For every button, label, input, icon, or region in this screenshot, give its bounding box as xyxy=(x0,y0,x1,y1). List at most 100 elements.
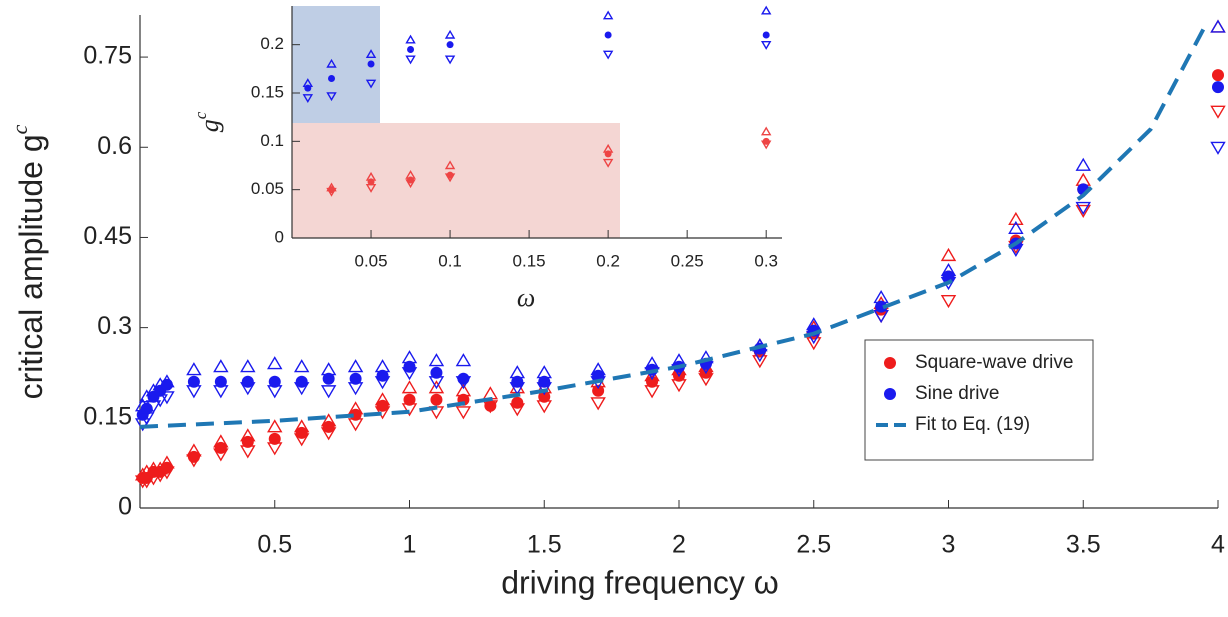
upper-triangle xyxy=(1075,157,1091,171)
legend-label: Square-wave drive xyxy=(915,352,1073,373)
point xyxy=(367,178,375,186)
point xyxy=(1212,81,1224,94)
inset-red-region xyxy=(292,123,620,238)
lower-triangle xyxy=(455,406,472,420)
upper-triangle xyxy=(267,419,283,433)
x-tick-label: 2.5 xyxy=(796,531,831,559)
upper-triangle xyxy=(455,353,472,367)
point xyxy=(241,435,254,448)
upper-triangle xyxy=(347,359,364,373)
inset-y-label-sup: c xyxy=(191,111,210,119)
x-tick-label: 0.25 xyxy=(671,251,704,270)
point xyxy=(646,375,659,388)
point xyxy=(446,41,454,49)
point xyxy=(295,375,308,388)
point xyxy=(511,396,524,409)
lower-triangle xyxy=(365,79,377,89)
x-tick-label: 0.05 xyxy=(354,251,387,270)
upper-triangle xyxy=(240,359,256,373)
point xyxy=(430,393,443,406)
inset-plot: 0 0.05 0.1 0.15 0.2 0.05 0.1 0.15 0.2 0.25 0.3 xyxy=(251,5,782,270)
x-tick-label: 0.1 xyxy=(438,251,462,270)
point xyxy=(214,441,227,454)
upper-triangle xyxy=(267,356,283,370)
upper-triangle xyxy=(1210,19,1226,33)
point xyxy=(430,366,443,379)
point xyxy=(367,60,375,68)
point xyxy=(214,375,227,388)
point xyxy=(187,375,200,388)
x-tick-label: 2 xyxy=(672,531,686,559)
point xyxy=(407,176,415,184)
x-tick-label: 1 xyxy=(403,531,417,559)
main-plot: 0 0.15 0.3 0.45 0.6 0.75 0.5 1 1.5 2 2.5 3 3.5 4 xyxy=(83,15,1226,559)
point xyxy=(403,360,416,373)
upper-triangle xyxy=(428,353,445,367)
upper-triangle xyxy=(444,29,456,39)
x-tick-label: 0.5 xyxy=(257,531,292,559)
point xyxy=(762,137,770,145)
point xyxy=(295,426,308,439)
legend: Square-wave drive Sine drive Fit to Eq. (1… xyxy=(864,339,1094,461)
upper-triangle xyxy=(1008,220,1024,235)
point xyxy=(349,408,362,421)
lower-triangle xyxy=(602,50,614,60)
point xyxy=(446,171,454,179)
upper-triangle xyxy=(760,5,772,15)
upper-triangle xyxy=(428,380,445,394)
x-tick-label: 3 xyxy=(942,531,956,559)
upper-triangle xyxy=(186,362,202,376)
point xyxy=(268,432,281,445)
y-axis-label: critical amplitude gc xyxy=(7,124,49,399)
x-tick-label: 3.5 xyxy=(1066,531,1101,559)
point xyxy=(511,375,524,388)
point xyxy=(875,300,888,313)
lower-triangle xyxy=(405,55,416,65)
point xyxy=(592,384,605,397)
y-tick-label: 0 xyxy=(275,227,284,246)
lower-triangle xyxy=(940,295,957,309)
upper-triangle xyxy=(760,126,772,136)
y-axis-label-text: critical amplitude g xyxy=(13,134,49,399)
fit-line xyxy=(139,26,1207,429)
point xyxy=(322,372,335,385)
lower-triangle xyxy=(1210,141,1226,155)
point xyxy=(407,46,415,53)
legend-box xyxy=(864,339,1094,461)
y-tick-label: 0.15 xyxy=(83,402,132,430)
x-tick-label: 4 xyxy=(1211,531,1225,559)
lower-triangle xyxy=(1075,201,1091,215)
legend-swatch xyxy=(884,357,896,369)
y-axis-label-sup: c xyxy=(7,124,32,134)
point xyxy=(349,372,362,385)
upper-triangle xyxy=(444,160,456,170)
point xyxy=(1212,69,1224,82)
x-tick-label: 1.5 xyxy=(527,531,562,559)
upper-triangle xyxy=(401,380,418,394)
upper-triangle xyxy=(482,386,499,400)
upper-triangle xyxy=(1210,19,1226,33)
inset-x-axis-label: ω xyxy=(517,283,535,312)
lower-triangle xyxy=(1075,204,1091,218)
y-tick-label: 0.1 xyxy=(260,131,284,150)
point xyxy=(604,150,612,158)
y-tick-label: 0.45 xyxy=(83,222,132,250)
upper-triangle xyxy=(405,34,416,44)
upper-triangle xyxy=(1008,211,1024,225)
lower-triangle xyxy=(326,92,337,102)
point xyxy=(942,270,955,283)
inset-y-axis-label: gc xyxy=(191,111,224,132)
point xyxy=(457,372,470,385)
y-tick-label: 0.75 xyxy=(83,42,132,70)
lower-triangle xyxy=(760,40,772,50)
point xyxy=(304,84,312,92)
point xyxy=(160,461,173,474)
lower-triangle xyxy=(159,391,175,405)
lower-triangle xyxy=(590,397,606,411)
upper-triangle xyxy=(940,247,957,262)
point xyxy=(322,420,335,433)
point xyxy=(604,31,612,39)
y-tick-label: 0.6 xyxy=(97,132,132,160)
inset-blue-region xyxy=(292,6,380,123)
